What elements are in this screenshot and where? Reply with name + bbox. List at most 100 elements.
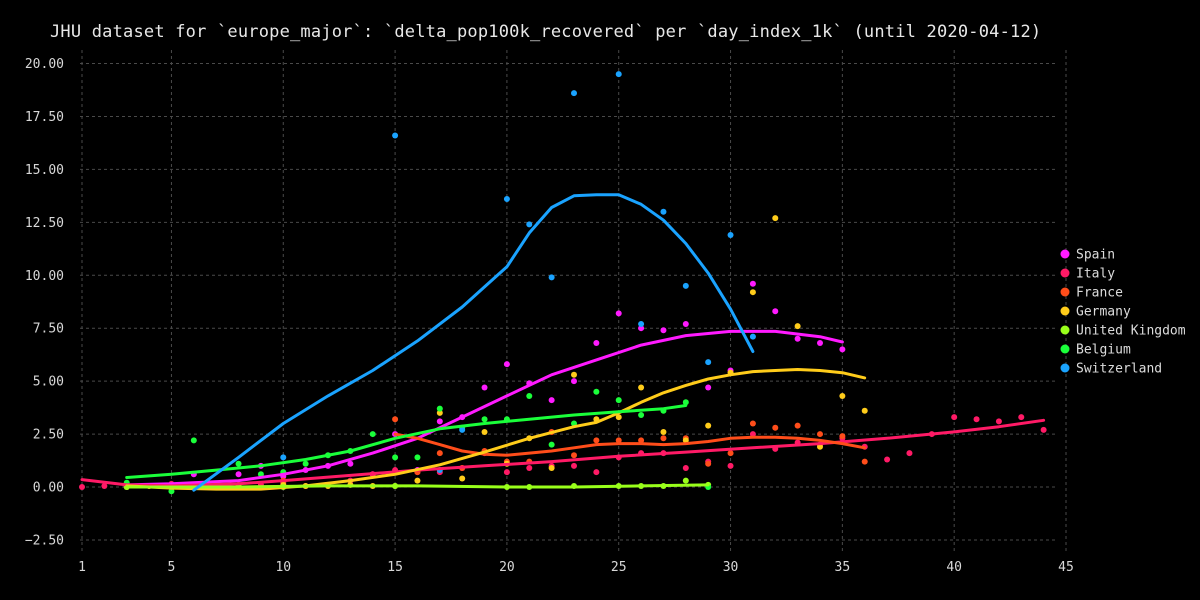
data-point [995, 418, 1002, 425]
data-point [526, 392, 533, 399]
y-tick-label: 15.00 [25, 163, 64, 178]
trend-line-spain [125, 329, 844, 487]
data-point [772, 424, 779, 431]
data-point [571, 90, 577, 97]
data-point [414, 454, 421, 461]
data-point [749, 420, 756, 427]
trend-line-france [393, 432, 867, 457]
data-point [817, 340, 823, 347]
data-point [638, 412, 645, 419]
data-point [727, 232, 734, 239]
data-point [749, 280, 756, 287]
data-point [436, 409, 443, 416]
data-point [459, 426, 466, 433]
data-point [727, 462, 734, 469]
legend-marker [1060, 249, 1070, 259]
grid [80, 50, 1067, 552]
data-point [369, 431, 376, 438]
data-point [682, 320, 689, 327]
trend-line-switzerland [192, 193, 755, 492]
data-point [660, 435, 667, 442]
data-point [571, 378, 577, 385]
data-point [459, 475, 466, 482]
data-point [772, 308, 779, 315]
data-point [682, 399, 689, 406]
data-point [392, 132, 399, 139]
x-tick-label: 5 [168, 560, 176, 575]
data-point [392, 416, 399, 423]
legend-marker [1060, 268, 1070, 278]
data-point [660, 428, 667, 435]
data-point [593, 340, 600, 347]
legend-label: Germany [1076, 305, 1131, 320]
x-tick-label: 15 [387, 560, 403, 575]
trend-line-germany [125, 368, 867, 491]
legend-label: United Kingdom [1076, 324, 1186, 339]
data-point [682, 477, 689, 484]
data-point [861, 407, 868, 414]
data-point [660, 327, 667, 334]
data-point [526, 221, 533, 228]
data-point [481, 416, 488, 423]
x-tick-label: 45 [1058, 560, 1074, 575]
data-point [705, 384, 712, 391]
data-point [615, 310, 622, 317]
legend-label: France [1076, 286, 1123, 301]
data-point [503, 469, 510, 476]
data-point [593, 437, 600, 444]
data-point [638, 384, 645, 391]
x-tick-label: 35 [835, 560, 851, 575]
data-point [660, 208, 667, 215]
data-point [682, 282, 689, 289]
data-point [817, 443, 823, 450]
data-point [302, 460, 309, 467]
x-tick-label: 10 [275, 560, 291, 575]
data-point [436, 450, 443, 457]
legend-marker [1060, 344, 1070, 354]
data-point [638, 437, 645, 444]
legend-marker [1060, 287, 1070, 297]
data-point [682, 464, 689, 471]
data-point [190, 437, 197, 444]
data-point [794, 323, 801, 330]
data-point [615, 397, 622, 404]
data-point [749, 333, 756, 340]
x-tick-label: 25 [611, 560, 627, 575]
legend-marker [1060, 325, 1070, 335]
trend-line-italy [80, 418, 1046, 488]
legend-label: Switzerland [1076, 362, 1162, 377]
legend: Spain Italy France Germany United Kingdom Bel… [1060, 248, 1186, 377]
data-point [481, 384, 488, 391]
data-point [749, 289, 756, 296]
chart-title: JHU dataset for `europe_major`: `delta_p… [50, 22, 1042, 42]
data-point [884, 456, 891, 463]
legend-marker [1060, 363, 1070, 373]
data-point [1018, 414, 1025, 421]
data-point [235, 471, 242, 478]
data-point [638, 320, 645, 327]
data-point [168, 488, 175, 495]
data-point [526, 464, 533, 471]
series-italy [79, 414, 1047, 490]
series-spain [123, 280, 846, 489]
y-tick-label: 17.50 [25, 110, 64, 125]
data-point [280, 454, 287, 461]
data-point [548, 397, 555, 404]
data-point [571, 452, 577, 459]
data-point [906, 450, 913, 457]
x-tick-label: 40 [946, 560, 962, 575]
data-point [951, 414, 958, 421]
legend-label: Italy [1076, 267, 1115, 282]
data-point [727, 450, 734, 457]
x-tick-label: 20 [499, 560, 515, 575]
data-point [548, 464, 555, 471]
data-point [794, 422, 801, 429]
data-point [79, 484, 85, 490]
data-point [638, 325, 645, 332]
data-point [436, 418, 443, 425]
trend-line-united-kingdom [125, 483, 710, 489]
series-layer [79, 71, 1047, 495]
data-point [705, 460, 712, 467]
data-point [973, 416, 980, 423]
data-point [347, 460, 354, 467]
